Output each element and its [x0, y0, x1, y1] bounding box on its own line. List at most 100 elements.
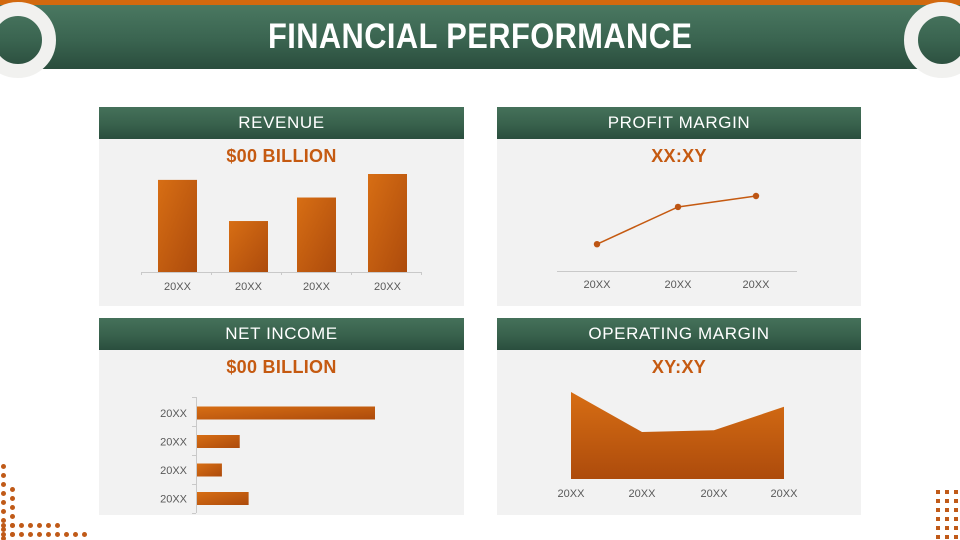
bar	[158, 179, 197, 272]
dot-icon	[73, 532, 78, 537]
tick-label: 20XX	[374, 281, 402, 293]
dot-icon	[55, 523, 60, 528]
dot-icon	[19, 523, 24, 528]
square-icon	[954, 535, 958, 539]
square-icon	[936, 508, 940, 512]
tick-label: 20XX	[584, 279, 612, 291]
data-point	[593, 240, 601, 248]
tick-label: 20XX	[160, 494, 188, 506]
card-operating-margin-subtitle: XY:XY	[651, 357, 707, 377]
card-profit-margin-header: PROFIT MARGIN	[497, 107, 861, 139]
line-series	[596, 195, 757, 245]
bar	[229, 221, 268, 272]
dot-icon	[1, 482, 6, 487]
dot-icon	[55, 532, 60, 537]
dot-icon	[46, 523, 51, 528]
square-icon	[954, 490, 958, 494]
tick-label: 20XX	[629, 488, 657, 500]
card-net-income-subtitle: $00 BILLION	[226, 357, 337, 377]
card-revenue-title: REVENUE	[238, 113, 325, 132]
square-icon	[945, 517, 949, 521]
dot-icon	[19, 532, 24, 537]
card-revenue-header: REVENUE	[99, 107, 464, 139]
tick-label: 20XX	[558, 488, 586, 500]
card-revenue-body: $00 BILLION 20XX 20XX 20XX 20XX	[99, 139, 464, 306]
square-icon	[954, 499, 958, 503]
dot-icon	[37, 523, 42, 528]
tick-label: 20XX	[160, 465, 188, 477]
card-operating-margin-header: OPERATING MARGIN	[497, 318, 861, 350]
bar	[197, 435, 240, 448]
dot-icon	[1, 509, 6, 514]
dot-icon	[1, 523, 6, 528]
tick-label: 20XX	[303, 281, 331, 293]
dot-icon	[1, 464, 6, 469]
tick-label: 20XX	[164, 281, 192, 293]
dot-icon	[28, 532, 33, 537]
square-icon	[945, 508, 949, 512]
page-title: FINANCIAL PERFORMANCE	[267, 17, 693, 56]
tick-label: 20XX	[665, 279, 693, 291]
bar	[197, 406, 375, 420]
operating-margin-area-chart: 20XX 20XX 20XX 20XX	[558, 392, 799, 500]
bar	[197, 492, 249, 505]
dot-icon	[46, 532, 51, 537]
dot-icon	[10, 514, 15, 519]
data-point	[752, 192, 760, 200]
card-revenue-subtitle: $00 BILLION	[226, 146, 337, 166]
square-icon	[936, 517, 940, 521]
tick-label: 20XX	[160, 437, 188, 449]
dot-icon	[10, 523, 15, 528]
dot-icon	[1, 532, 6, 537]
square-icon	[954, 526, 958, 530]
dot-icon	[28, 523, 33, 528]
card-revenue: REVENUE $00 BILLION 20XX 20XX 20XX 20XX	[99, 107, 464, 306]
dot-icon	[1, 536, 6, 540]
profit-margin-line-chart: 20XX 20XX 20XX	[557, 192, 797, 291]
dot-icon	[10, 532, 15, 537]
square-icon	[945, 499, 949, 503]
revenue-bar-chart: 20XX 20XX 20XX 20XX	[141, 174, 422, 293]
card-operating-margin: OPERATING MARGIN XY:XY 20XX 20XX 20XX 20XX	[497, 318, 861, 515]
top-accent-strip	[0, 0, 960, 5]
square-icon	[936, 535, 940, 539]
net-income-hbar-chart: 20XX 20XX 20XX 20XX	[160, 397, 375, 514]
dot-icon	[1, 518, 6, 523]
card-operating-margin-body: XY:XY 20XX 20XX 20XX 20XX	[497, 350, 861, 515]
dot-icon	[82, 532, 87, 537]
tick-label: 20XX	[160, 408, 188, 420]
slide-header: FINANCIAL PERFORMANCE	[0, 5, 960, 69]
card-operating-margin-title: OPERATING MARGIN	[588, 324, 770, 343]
dot-icon	[10, 487, 15, 492]
dot-icon	[37, 532, 42, 537]
dot-icon	[64, 532, 69, 537]
dot-icon	[1, 527, 6, 532]
dot-icon	[1, 473, 6, 478]
tick-label: 20XX	[701, 488, 729, 500]
square-icon	[936, 490, 940, 494]
bar	[368, 174, 407, 272]
square-icon	[945, 535, 949, 539]
bar	[197, 463, 222, 477]
square-icon	[954, 508, 958, 512]
square-icon	[945, 490, 949, 494]
card-net-income-body: $00 BILLION 20XX 20XX 20XX 20XX	[99, 350, 464, 515]
tick-label: 20XX	[743, 279, 771, 291]
card-profit-margin-body: XX:XY 20XX 20XX 20XX	[497, 139, 861, 306]
square-icon	[936, 499, 940, 503]
card-profit-margin: PROFIT MARGIN XX:XY 20XX 20XX 20XX	[497, 107, 861, 306]
tick-label: 20XX	[235, 281, 263, 293]
tick-label: 20XX	[771, 488, 799, 500]
square-icon	[954, 517, 958, 521]
card-net-income-header: NET INCOME	[99, 318, 464, 350]
square-icon	[945, 526, 949, 530]
card-profit-margin-subtitle: XX:XY	[651, 146, 707, 166]
data-point	[674, 203, 682, 211]
dot-icon	[1, 500, 6, 505]
card-profit-margin-title: PROFIT MARGIN	[607, 113, 751, 132]
dot-icon	[1, 491, 6, 496]
bar	[297, 197, 336, 272]
dot-icon	[10, 496, 15, 501]
card-net-income-title: NET INCOME	[225, 324, 338, 343]
